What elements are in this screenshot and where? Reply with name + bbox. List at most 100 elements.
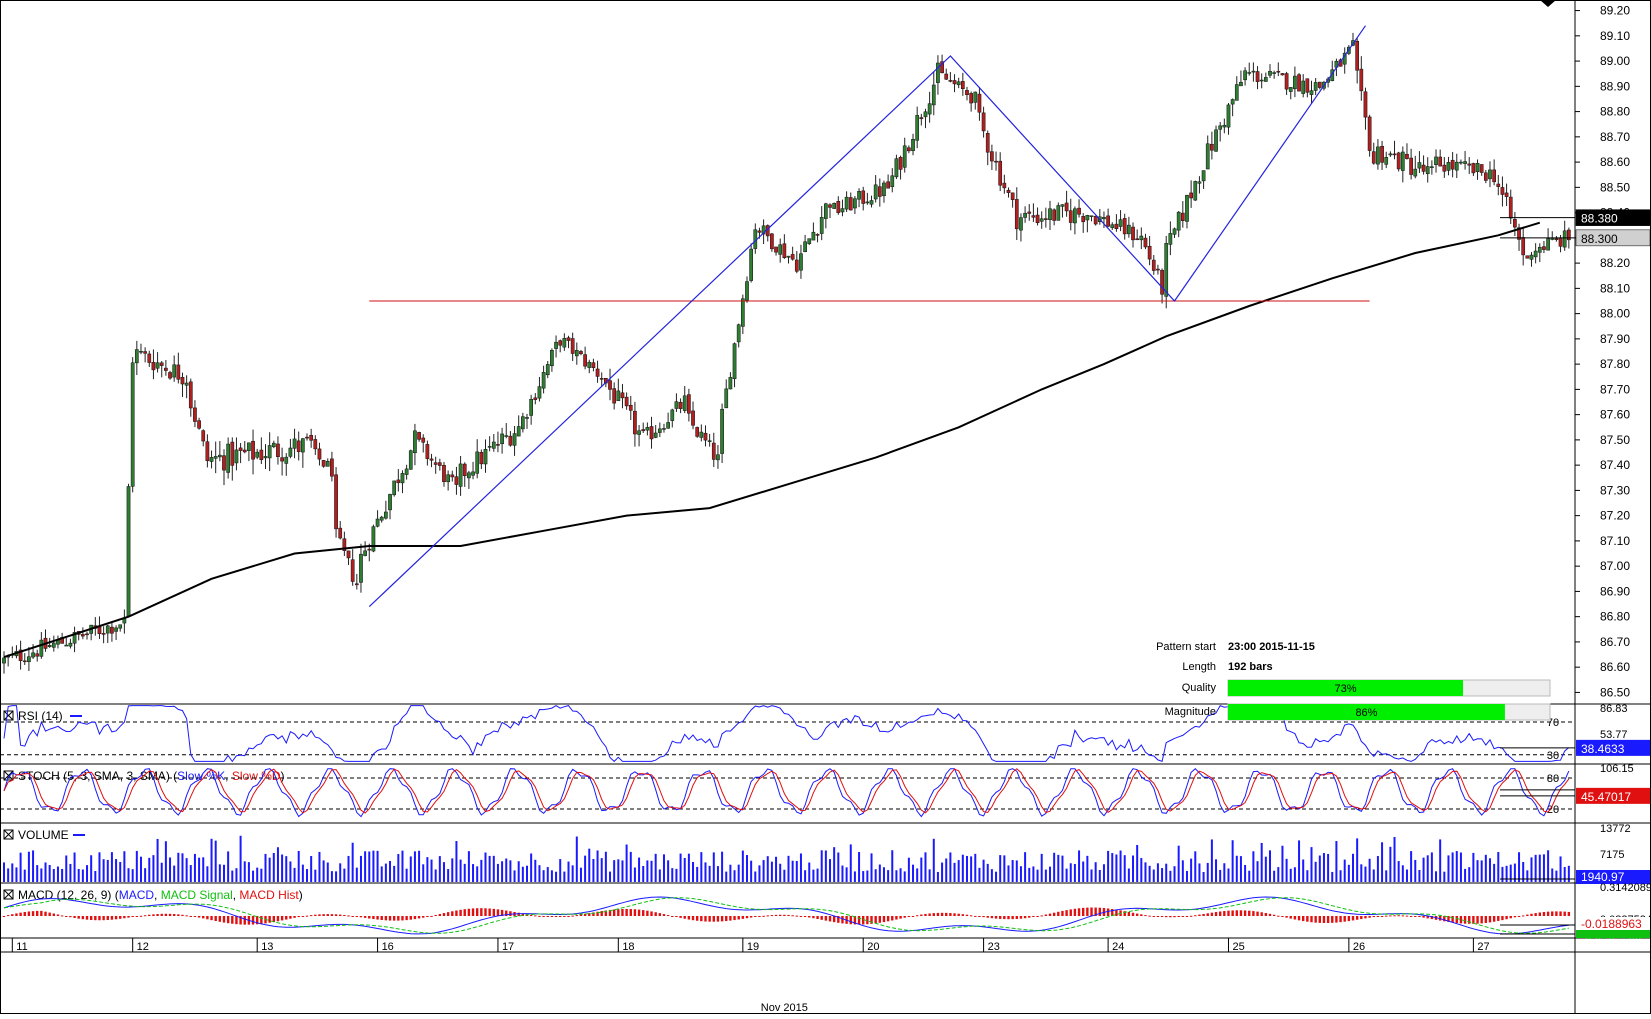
- volume-bar: [949, 852, 952, 882]
- macd-hist-bar: [928, 913, 931, 916]
- macd-hist-bar: [509, 911, 512, 916]
- volume-bar: [550, 870, 553, 882]
- pane-toggle-icon[interactable]: [3, 770, 14, 781]
- candle: [155, 352, 160, 373]
- volume-bar: [1281, 845, 1284, 882]
- volume-bar: [1518, 852, 1521, 882]
- volume-bar: [1094, 862, 1097, 882]
- volume-bar: [1542, 854, 1545, 882]
- macd-hist-bar: [1069, 909, 1072, 916]
- macd-hist-bar: [1077, 908, 1081, 916]
- macd-hist-bar: [774, 914, 778, 916]
- candle: [1147, 236, 1152, 266]
- volume-bar: [716, 866, 719, 882]
- candle: [915, 106, 920, 149]
- macd-hist-bar: [1227, 910, 1230, 916]
- macd-hist-bar: [1567, 911, 1571, 916]
- macd-hist-bar: [1505, 916, 1508, 920]
- pattern-info-value: 23:00 2015-11-15: [1228, 641, 1315, 653]
- candle: [1363, 87, 1368, 130]
- macd-hist-bar: [1260, 912, 1263, 916]
- candle: [695, 426, 700, 438]
- macd-hist-bar: [135, 916, 139, 917]
- macd-hist-bar: [1277, 915, 1280, 917]
- pane-toggle-icon[interactable]: [3, 889, 14, 900]
- volume-bar: [895, 870, 898, 882]
- candle: [724, 379, 729, 409]
- volume-bar: [193, 853, 196, 882]
- macd-hist-bar: [334, 914, 338, 916]
- macd-hist-bar: [862, 916, 865, 925]
- candle: [1073, 206, 1077, 235]
- candle: [388, 493, 392, 520]
- macd-hist-bar: [1252, 911, 1255, 916]
- pane-toggle-icon[interactable]: [3, 829, 14, 840]
- volume-bar: [459, 859, 462, 882]
- candle: [529, 394, 534, 425]
- macd-hist-bar: [1214, 912, 1218, 916]
- price-tick-label: 87.20: [1600, 509, 1630, 523]
- volume-bar: [40, 868, 43, 882]
- volume-bar: [1401, 865, 1404, 882]
- volume-bar: [1107, 850, 1110, 882]
- volume-bar: [210, 838, 213, 882]
- candle: [1156, 264, 1160, 275]
- candle: [404, 464, 409, 480]
- macd-hist-bar: [687, 916, 691, 920]
- macd-hist-bar: [1517, 916, 1521, 917]
- candle: [670, 408, 675, 428]
- candle: [1239, 70, 1243, 87]
- macd-hist-bar: [1385, 915, 1388, 917]
- volume-bar: [1015, 860, 1018, 882]
- macd-hist-bar: [990, 916, 994, 919]
- volume-bar: [530, 853, 533, 882]
- macd-hist-bar: [662, 914, 666, 916]
- volume-bar: [476, 866, 479, 882]
- macd-hist-bar: [949, 913, 952, 916]
- pattern-info-label: Length: [1182, 661, 1216, 673]
- candle: [413, 423, 417, 466]
- macd-hist-bar: [1297, 916, 1301, 921]
- candle: [101, 626, 106, 644]
- candle: [824, 202, 828, 229]
- macd-hist-bar: [849, 916, 852, 925]
- macd-hist-bar: [1559, 911, 1562, 916]
- volume-bar: [1194, 851, 1197, 882]
- macd-hist-bar: [309, 915, 313, 917]
- candle: [1376, 139, 1380, 170]
- macd-last-value: -0.0188963: [1581, 917, 1642, 931]
- candle: [1263, 72, 1268, 82]
- volume-bar: [355, 867, 358, 882]
- rsi-level-label: 30: [1547, 750, 1559, 762]
- macd-hist-bar: [1040, 915, 1043, 917]
- volume-bar: [1327, 853, 1330, 882]
- volume-bar: [422, 864, 425, 882]
- macd-hist-bar: [1272, 914, 1276, 916]
- macd-hist-bar: [1231, 910, 1234, 916]
- macd-hist-bar: [409, 916, 412, 920]
- candle: [342, 531, 347, 556]
- macd-hist-bar: [1368, 916, 1371, 918]
- volume-last-value: 1940.97: [1581, 870, 1625, 884]
- macd-hist-bar: [1289, 916, 1292, 919]
- candle: [678, 398, 683, 414]
- volume-bar: [376, 850, 379, 882]
- candle: [633, 401, 637, 447]
- volume-bar: [438, 856, 441, 882]
- volume-bar: [56, 866, 59, 882]
- macd-hist-bar: [139, 915, 143, 917]
- macd-hist-bar: [741, 916, 745, 919]
- volume-bar: [1339, 870, 1342, 882]
- macd-hist-bar: [1339, 916, 1342, 923]
- macd-hist-bar: [1526, 914, 1529, 916]
- macd-hist-bar: [1530, 913, 1533, 916]
- macd-hist-bar: [1152, 916, 1155, 917]
- volume-bar: [924, 852, 927, 882]
- pane-toggle-icon[interactable]: [3, 710, 14, 721]
- macd-hist-bar: [505, 910, 508, 916]
- volume-bar: [322, 860, 325, 882]
- macd-hist-bar: [36, 910, 39, 916]
- macd-hist-bar: [467, 908, 471, 916]
- price-tick-label: 88.00: [1600, 307, 1630, 321]
- macd-hist-bar: [671, 916, 674, 917]
